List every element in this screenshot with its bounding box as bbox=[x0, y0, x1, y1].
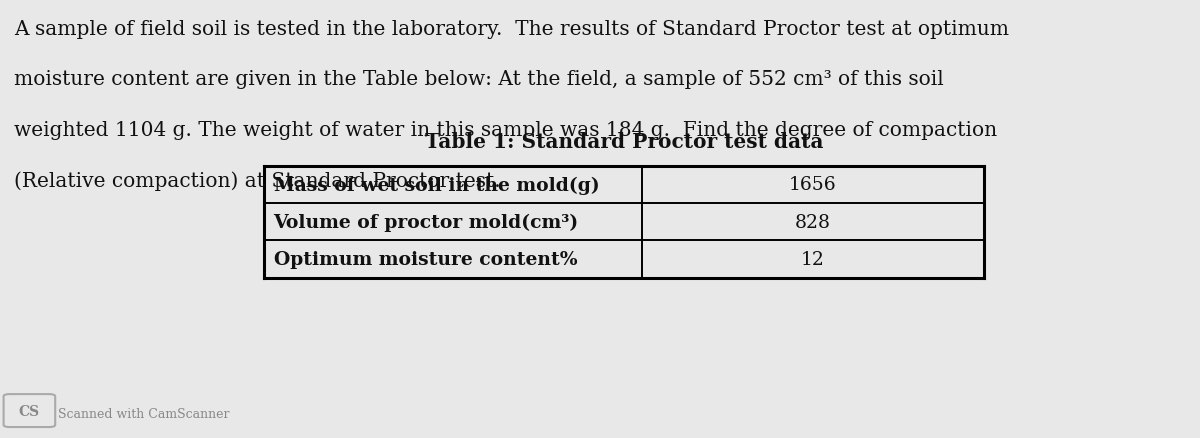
Text: Mass of wet soil in the mold(g): Mass of wet soil in the mold(g) bbox=[274, 176, 599, 194]
FancyBboxPatch shape bbox=[4, 394, 55, 427]
Text: 828: 828 bbox=[796, 213, 830, 231]
Text: 12: 12 bbox=[802, 251, 824, 268]
Text: Table 1: Standard Proctor test data: Table 1: Standard Proctor test data bbox=[425, 131, 823, 152]
Text: Scanned with CamScanner: Scanned with CamScanner bbox=[58, 407, 229, 420]
Text: Volume of proctor mold(cm³): Volume of proctor mold(cm³) bbox=[274, 213, 578, 231]
Text: CS: CS bbox=[19, 404, 40, 417]
Text: 1656: 1656 bbox=[790, 176, 836, 194]
Text: weighted 1104 g. The weight of water in this sample was 184 g.  Find the degree : weighted 1104 g. The weight of water in … bbox=[14, 120, 997, 139]
Text: Optimum moisture content%: Optimum moisture content% bbox=[274, 251, 577, 268]
Text: moisture content are given in the Table below: At the field, a sample of 552 cm³: moisture content are given in the Table … bbox=[14, 70, 944, 89]
Text: (Relative compaction) at Standard Proctor test.: (Relative compaction) at Standard Procto… bbox=[14, 171, 502, 191]
Text: A sample of field soil is tested in the laboratory.  The results of Standard Pro: A sample of field soil is tested in the … bbox=[14, 20, 1009, 39]
